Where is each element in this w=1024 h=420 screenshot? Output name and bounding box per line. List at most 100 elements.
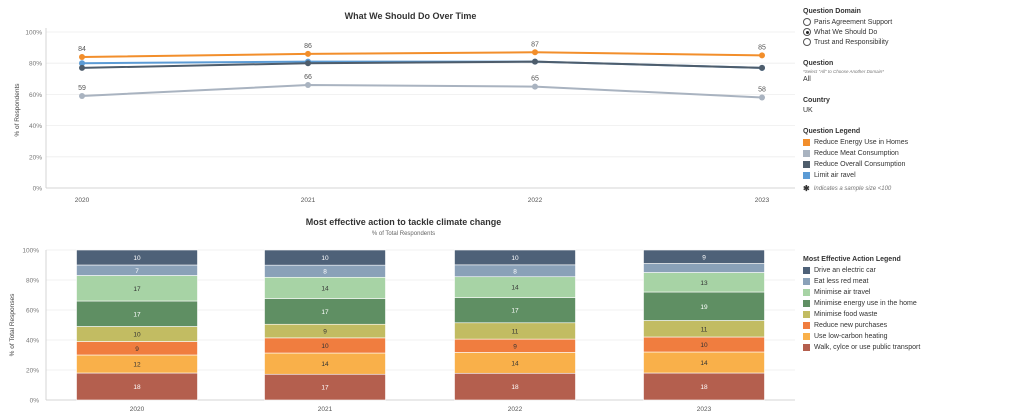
bar-segment[interactable] (454, 249, 576, 266)
legend-label: Walk, cylce or use public transport (814, 344, 921, 351)
line-point[interactable] (79, 53, 85, 60)
line-point[interactable] (759, 94, 765, 101)
question-note: *Select "All" to Choose Another Domain* (803, 69, 884, 74)
bar-data-label: 17 (133, 311, 141, 318)
line-point[interactable] (759, 52, 765, 59)
line-chart-ytick: 40% (29, 123, 42, 130)
bar-chart-ytick: 60% (26, 308, 39, 315)
action-legend: Most Effective Action Legend Drive an el… (803, 256, 1018, 353)
radio-selected-icon[interactable] (803, 28, 811, 36)
radio-trust-responsibility[interactable]: Trust and Responsibility (803, 37, 1013, 47)
legend-swatch (803, 289, 810, 296)
legend-swatch (803, 333, 810, 340)
bar-data-label: 10 (700, 342, 708, 349)
bar-data-label: 11 (512, 328, 519, 335)
legend-label: Reduce new purchases (814, 322, 888, 329)
line-chart-title: What We Should Do Over Time (345, 11, 477, 21)
line-chart-ytick: 20% (29, 154, 42, 161)
line-point[interactable] (79, 64, 85, 71)
line-data-label: 66 (304, 74, 312, 81)
bar-data-label: 9 (323, 329, 327, 336)
country-value[interactable]: UK (803, 107, 813, 114)
legend-swatch (803, 278, 810, 285)
bar-data-label: 17 (133, 286, 141, 293)
line-point[interactable] (532, 83, 538, 90)
radio-label: Trust and Responsibility (814, 38, 889, 46)
line-chart-ytick: 0% (33, 186, 43, 193)
question-value[interactable]: All (803, 76, 811, 83)
bar-data-label: 10 (321, 255, 329, 262)
bar-segment[interactable] (454, 297, 576, 324)
line-point[interactable] (305, 60, 311, 67)
legend-item: Reduce Energy Use in Homes (803, 137, 1013, 148)
bar-chart-xtick: 2022 (508, 406, 523, 413)
line-point[interactable] (532, 58, 538, 65)
legend-item: Reduce Meat Consumption (803, 148, 1013, 159)
legend-swatch (803, 150, 810, 157)
bar-segment[interactable] (264, 249, 386, 266)
question-legend: Question Legend Reduce Energy Use in Hom… (803, 128, 1013, 194)
legend-swatch (803, 322, 810, 329)
legend-label: Reduce Meat Consumption (814, 150, 899, 157)
line-series[interactable] (81, 51, 763, 58)
bar-data-label: 11 (701, 326, 708, 333)
line-point[interactable] (759, 64, 765, 71)
bar-segment[interactable] (643, 291, 765, 321)
bar-segment[interactable] (643, 263, 765, 273)
asterisk-icon: ✱ (803, 184, 810, 193)
legend-item: Drive an electric car (803, 265, 1018, 276)
line-data-label: 87 (531, 41, 539, 48)
bar-chart-ylabel: % of Total Responses (9, 293, 16, 356)
legend-item: Use low-carbon heating (803, 331, 1018, 342)
line-series[interactable] (81, 60, 763, 69)
bar-data-label: 14 (511, 360, 519, 367)
bar-chart-ytick: 100% (22, 248, 39, 255)
radio-label: What We Should Do (814, 28, 878, 36)
bar-segment[interactable] (643, 249, 765, 264)
bar-segment[interactable] (76, 300, 198, 327)
bar-data-label: 9 (135, 346, 139, 353)
line-data-label: 84 (78, 46, 86, 53)
bar-data-label: 12 (133, 362, 141, 369)
bar-chart-xtick: 2023 (697, 406, 712, 413)
bar-data-label: 18 (133, 384, 141, 391)
bar-data-label: 14 (321, 361, 329, 368)
radio-circle-icon[interactable] (803, 38, 811, 46)
question-domain-filter: Question Domain Paris Agreement Support … (803, 8, 1013, 47)
bar-chart-xtick: 2020 (130, 406, 145, 413)
line-point[interactable] (79, 92, 85, 99)
line-chart-ytick: 100% (25, 30, 42, 37)
legend-item: Minimise food waste (803, 309, 1018, 320)
legend-label: Limit air ravel (814, 172, 856, 179)
question-legend-title: Question Legend (803, 128, 861, 135)
bar-data-label: 17 (321, 385, 329, 392)
bar-segment[interactable] (76, 275, 198, 302)
bar-data-label: 10 (511, 255, 519, 262)
bar-data-label: 7 (135, 268, 139, 275)
bar-segment[interactable] (264, 373, 386, 401)
bar-data-label: 17 (511, 308, 519, 315)
bar-chart-ytick: 20% (26, 368, 39, 375)
radio-paris-agreement[interactable]: Paris Agreement Support (803, 17, 1013, 27)
legend-swatch (803, 161, 810, 168)
radio-circle-icon[interactable] (803, 18, 811, 26)
bar-chart-ytick: 40% (26, 338, 39, 345)
line-point[interactable] (305, 50, 311, 57)
legend-label: Minimise food waste (814, 311, 878, 318)
legend-item: Limit air ravel (803, 170, 1013, 181)
line-point[interactable] (305, 82, 311, 89)
line-point[interactable] (79, 60, 85, 67)
radio-what-we-should-do[interactable]: What We Should Do (803, 27, 1013, 37)
country-filter[interactable]: Country UK (803, 97, 1013, 114)
legend-item: Minimise energy use in the home (803, 298, 1018, 309)
line-series[interactable] (81, 84, 763, 99)
bar-chart-ytick: 0% (30, 398, 40, 405)
legend-label: Minimise air travel (814, 289, 871, 296)
question-filter[interactable]: Question *Select "All" to Choose Another… (803, 60, 1013, 83)
bar-segment[interactable] (76, 249, 198, 266)
line-point[interactable] (532, 49, 538, 56)
bar-data-label: 10 (133, 255, 141, 262)
bar-data-label: 10 (133, 332, 141, 339)
bar-data-label: 9 (513, 343, 517, 350)
bar-data-label: 18 (511, 384, 519, 391)
